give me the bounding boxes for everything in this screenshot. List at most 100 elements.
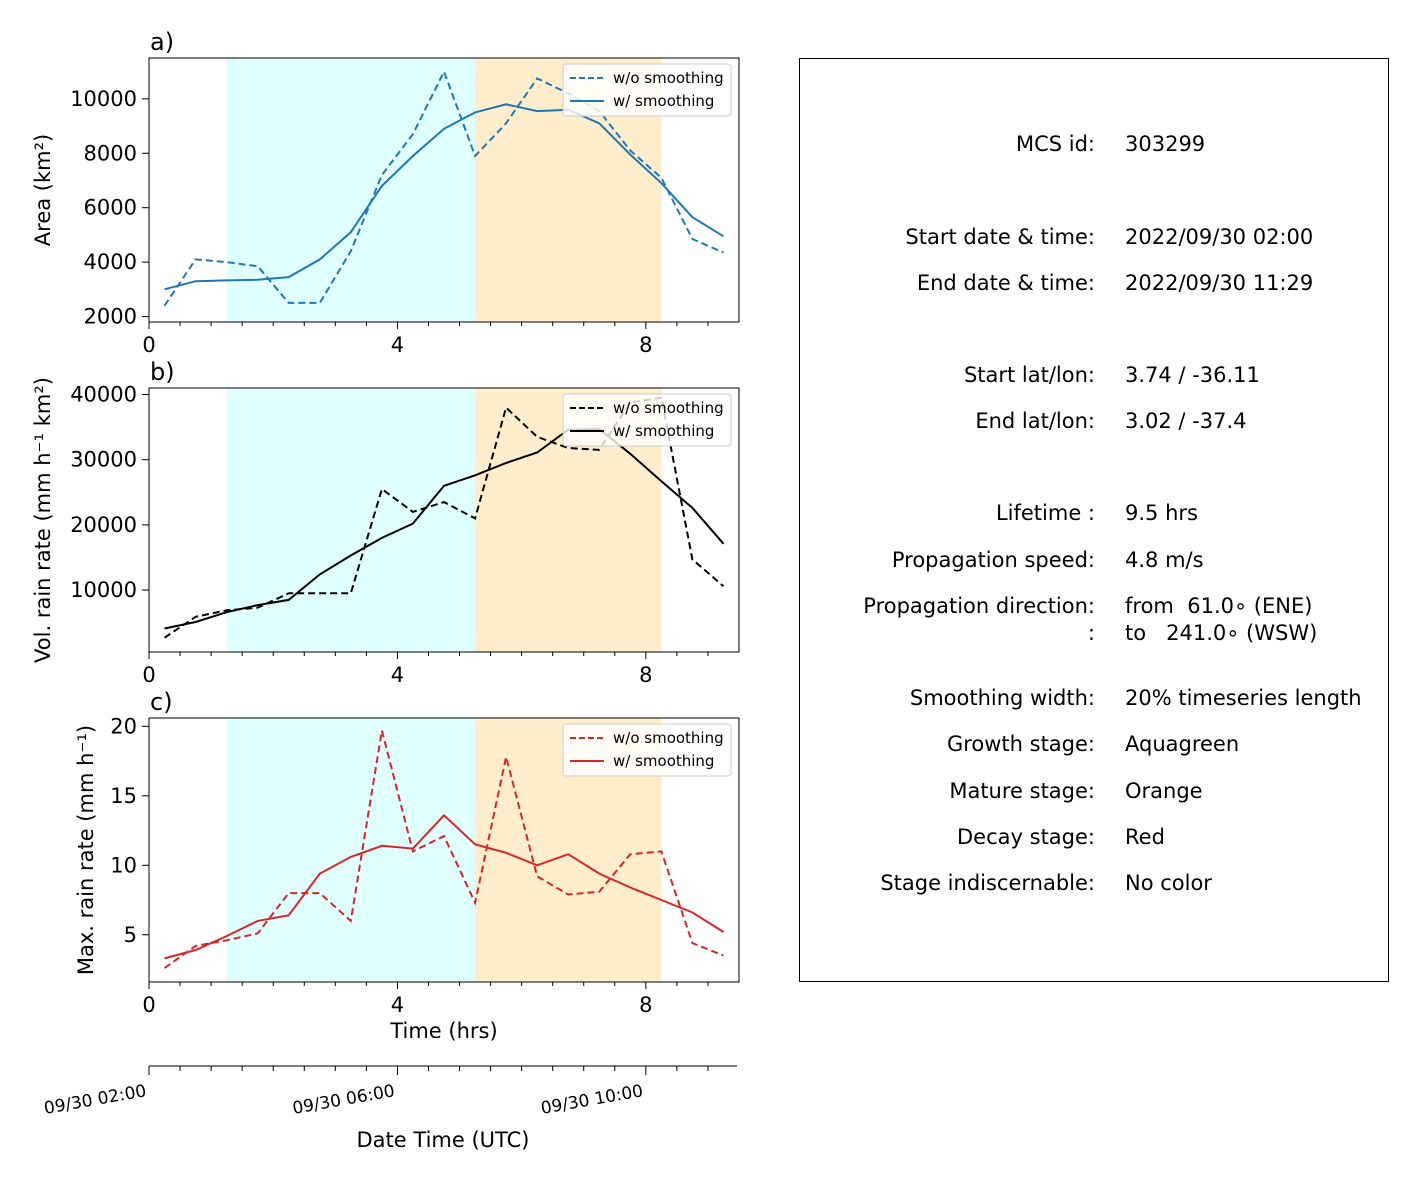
- x-tick-label: 0: [142, 993, 155, 1017]
- plot-frame: [148, 387, 740, 653]
- info-value: 9.5 hrs: [1125, 501, 1198, 525]
- panel-label: b): [150, 358, 175, 386]
- info-key: Start date & time:: [905, 225, 1095, 249]
- y-tick-label: 20000: [70, 513, 137, 537]
- info-value: Aquagreen: [1125, 732, 1240, 756]
- info-key: Growth stage:: [946, 732, 1095, 756]
- info-row-growth-stage: Growth stage: Aquagreen: [800, 731, 1390, 757]
- x-tick-label: 0: [142, 333, 155, 357]
- x-tick-label: 0: [142, 663, 155, 687]
- legend: w/o smoothing w/ smoothing: [562, 723, 732, 777]
- info-value: 2022/09/30 11:29: [1125, 271, 1314, 295]
- info-row-start-time: Start date & time: 2022/09/30 02:00: [800, 224, 1390, 250]
- info-value: No color: [1125, 871, 1212, 895]
- datetime-axis: 09/30 02:00 09/30 06:00 09/30 10:00 Date Ti…: [43, 1065, 737, 1152]
- info-value: from 61.0∘ (ENE): [1125, 594, 1313, 618]
- info-row-start-latlon: Start lat/lon: 3.74 / -36.11: [800, 362, 1390, 388]
- panel-b: 0 4 8 10000 20000 30000 40000 b) Vol. rain rate …: [31, 358, 740, 687]
- legend-frame: [562, 723, 732, 777]
- series-line-smoothed: [164, 813, 725, 960]
- datetime-axis-label: Date Time (UTC): [357, 1128, 530, 1152]
- y-axis-label: Vol. rain rate (mm h⁻¹ km²): [31, 377, 55, 663]
- info-key: Decay stage:: [957, 825, 1095, 849]
- info-row-mcs-id: MCS id: 303299: [800, 131, 1390, 157]
- datetime-tick-label: 09/30 06:00: [291, 1081, 396, 1119]
- x-tick-label: 4: [391, 333, 404, 357]
- x-tick-label: 8: [639, 333, 652, 357]
- info-row-propagation-speed: Propagation speed: 4.8 m/s: [800, 547, 1390, 573]
- info-value: 20% timeseries length: [1125, 686, 1362, 710]
- y-tick-label: 2000: [84, 305, 137, 329]
- info-value: 2022/09/30 02:00: [1125, 225, 1314, 249]
- x-tick-label: 8: [639, 993, 652, 1017]
- y-tick-label: 8000: [84, 141, 137, 165]
- datetime-tick-label: 09/30 02:00: [43, 1081, 148, 1119]
- info-value: Orange: [1125, 779, 1203, 803]
- panel-a: 0 4 8 2000 4000 6000 8000 10000 a) Area (km²) w/o …: [31, 28, 740, 357]
- info-row-lifetime: Lifetime : 9.5 hrs: [800, 500, 1390, 526]
- info-row-decay-stage: Decay stage: Red: [800, 824, 1390, 850]
- info-row-stage-indiscernable: Stage indiscernable: No color: [800, 870, 1390, 896]
- info-value: 3.02 / -37.4: [1125, 409, 1247, 433]
- info-row-smoothing-width: Smoothing width: 20% timeseries length: [800, 685, 1390, 711]
- info-row-end-latlon: End lat/lon: 3.02 / -37.4: [800, 408, 1390, 434]
- plot-frame: [148, 717, 740, 983]
- series-line-unsmoothed: [163, 730, 724, 969]
- panel-c: 0 4 8 5 10 15 20 c) Max. rain rate (mm h⁻¹) Time …: [74, 688, 740, 1043]
- legend-label: w/o smoothing: [613, 69, 724, 87]
- y-axis-label: Max. rain rate (mm h⁻¹): [74, 725, 98, 975]
- y-tick-label: 40000: [70, 383, 137, 407]
- info-value: 4.8 m/s: [1125, 548, 1204, 572]
- legend-label: w/ smoothing: [613, 752, 714, 770]
- info-row-mature-stage: Mature stage: Orange: [800, 778, 1390, 804]
- y-tick-label: 6000: [84, 196, 137, 220]
- info-key: :: [1087, 621, 1095, 645]
- series-line-unsmoothed: [163, 69, 724, 307]
- info-row-end-time: End date & time: 2022/09/30 11:29: [800, 270, 1390, 296]
- growth-stage-band: [226, 718, 476, 982]
- series-line-smoothed: [164, 103, 725, 291]
- info-key: Mature stage:: [949, 779, 1095, 803]
- info-row-propagation-direction: Propagation direction: from 61.0∘ (ENE): [800, 593, 1390, 619]
- info-key: Propagation direction:: [863, 594, 1095, 618]
- legend-frame: [562, 393, 732, 447]
- legend-label: w/ smoothing: [613, 422, 714, 440]
- info-key: Smoothing width:: [909, 686, 1095, 710]
- x-axis-label: Time (hrs): [389, 1019, 497, 1043]
- legend: w/o smoothing w/ smoothing: [562, 393, 732, 447]
- series-line-smoothed: [164, 428, 725, 630]
- x-tick-label: 4: [391, 663, 404, 687]
- panel-label: c): [150, 688, 173, 716]
- info-value: 3.74 / -36.11: [1125, 363, 1260, 387]
- info-key: End date & time:: [916, 271, 1095, 295]
- info-key: Start lat/lon:: [963, 363, 1095, 387]
- info-panel: MCS id: 303299 Start date & time: 2022/0…: [799, 58, 1389, 982]
- y-tick-label: 30000: [70, 448, 137, 472]
- info-value: Red: [1125, 825, 1165, 849]
- info-value: 303299: [1125, 132, 1206, 156]
- legend: w/o smoothing w/ smoothing: [562, 63, 732, 117]
- y-tick-label: 10: [110, 853, 137, 877]
- y-tick-label: 10000: [70, 578, 137, 602]
- info-value: to 241.0∘ (WSW): [1125, 621, 1318, 645]
- legend-label: w/ smoothing: [613, 92, 714, 110]
- y-tick-label: 15: [110, 784, 137, 808]
- growth-stage-band: [226, 58, 476, 322]
- datetime-tick-label: 09/30 10:00: [539, 1081, 644, 1119]
- growth-stage-band: [226, 388, 476, 652]
- legend-label: w/o smoothing: [613, 399, 724, 417]
- series-line-unsmoothed: [163, 396, 725, 639]
- y-tick-label: 10000: [70, 87, 137, 111]
- panel-label: a): [150, 28, 174, 56]
- legend-frame: [562, 63, 732, 117]
- x-tick-label: 4: [391, 993, 404, 1017]
- info-row-propagation-direction-to: : to 241.0∘ (WSW): [800, 620, 1390, 646]
- info-key: Propagation speed:: [891, 548, 1095, 572]
- plot-frame: [148, 57, 740, 323]
- y-tick-label: 4000: [84, 250, 137, 274]
- info-key: Stage indiscernable:: [880, 871, 1095, 895]
- info-key: End lat/lon:: [975, 409, 1095, 433]
- y-tick-label: 20: [110, 714, 137, 738]
- info-key: Lifetime :: [995, 501, 1095, 525]
